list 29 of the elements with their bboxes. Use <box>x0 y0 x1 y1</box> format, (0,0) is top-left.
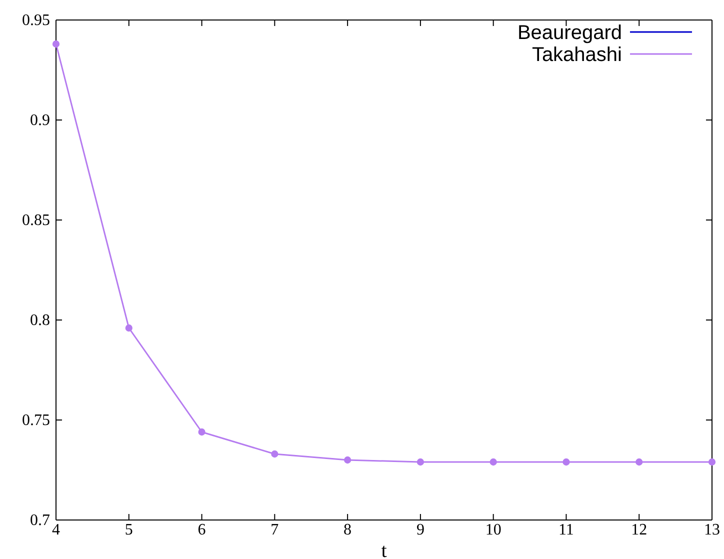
y-tick-label: 0.85 <box>22 212 50 230</box>
x-tick-label: 8 <box>344 521 352 538</box>
x-tick-label: 10 <box>485 521 502 538</box>
x-tick-label: 6 <box>198 521 206 538</box>
x-tick-label: 4 <box>52 521 60 538</box>
y-tick-label: 0.95 <box>22 12 50 30</box>
x-tick-label: 11 <box>558 521 574 538</box>
legend-label: Takahashi <box>532 44 622 66</box>
point <box>562 458 570 466</box>
point <box>52 40 60 48</box>
point <box>125 324 132 332</box>
legend-label: Beauregard <box>517 22 622 44</box>
x-tick-label: 5 <box>124 521 133 538</box>
x-tick-label: 7 <box>270 521 279 538</box>
x-axis-title: t <box>381 540 388 559</box>
y-tick-label: 0.7 <box>30 512 50 530</box>
point <box>416 458 424 466</box>
y-tick-label: 0.8 <box>30 312 50 330</box>
x-tick-label: 9 <box>416 521 424 538</box>
point <box>708 458 716 466</box>
point <box>198 428 206 436</box>
point <box>271 450 278 458</box>
y-tick-label: 0.9 <box>30 112 50 130</box>
x-tick-label: 12 <box>631 521 648 538</box>
point <box>490 458 497 466</box>
x-tick-label: 13 <box>704 521 720 538</box>
point <box>344 456 352 464</box>
point <box>636 458 643 466</box>
y-tick-label: 0.75 <box>22 412 50 430</box>
